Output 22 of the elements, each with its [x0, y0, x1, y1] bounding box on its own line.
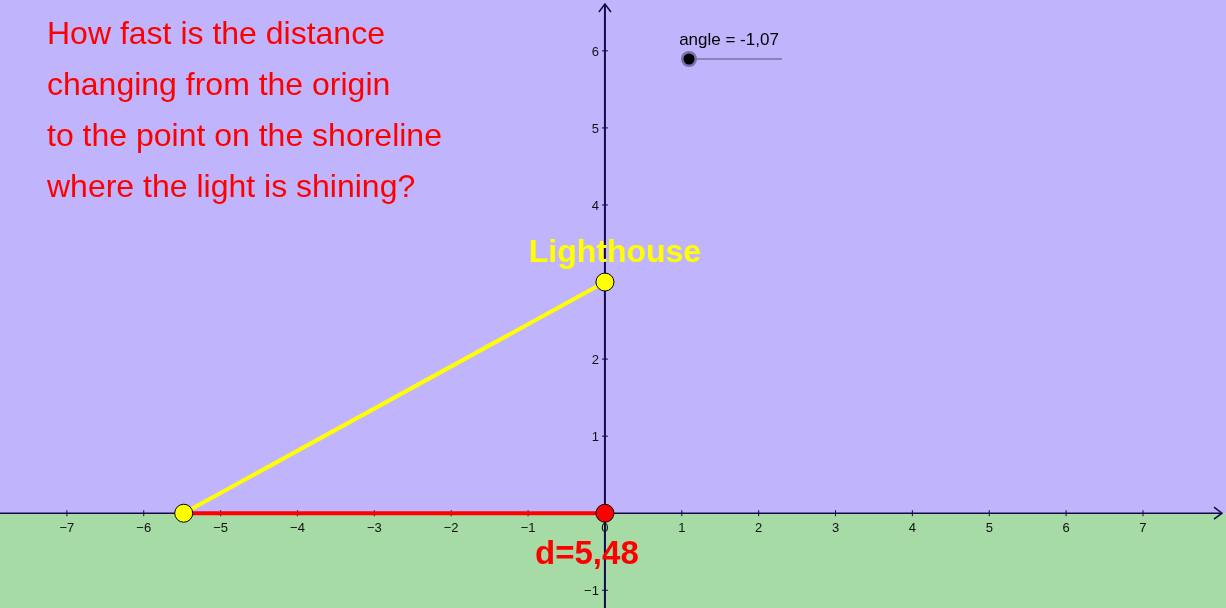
x-tick-label: −3 [366, 520, 382, 536]
x-tick-label: 5 [985, 520, 993, 536]
annotation: angle = -1,07 [679, 30, 779, 49]
x-tick-label: 3 [831, 520, 840, 536]
x-tick-label: −5 [213, 520, 229, 536]
x-tick-label: −2 [443, 520, 459, 536]
y-tick-label: 2 [591, 352, 599, 368]
x-tick-label: 7 [1139, 520, 1147, 536]
y-tick-label: 6 [591, 43, 599, 59]
y-tick-label: 5 [591, 120, 599, 136]
x-tick-label: 4 [908, 520, 917, 536]
x-tick-label: 2 [755, 520, 763, 536]
x-tick-label: 1 [678, 520, 686, 536]
x-tick-label: 6 [1062, 520, 1070, 536]
y-tick-label: −1 [584, 583, 599, 599]
x-tick-label: −4 [290, 520, 305, 536]
y-tick-label: 4 [591, 197, 599, 213]
x-tick-label: −6 [136, 520, 152, 536]
y-tick-label: 1 [591, 429, 599, 445]
x-tick-label: −1 [520, 520, 536, 536]
annotation: How fast is the distance changing from the origin to the point on the shoreline where the light is shining? [46, 15, 442, 204]
x-tick-label: −7 [59, 520, 75, 536]
